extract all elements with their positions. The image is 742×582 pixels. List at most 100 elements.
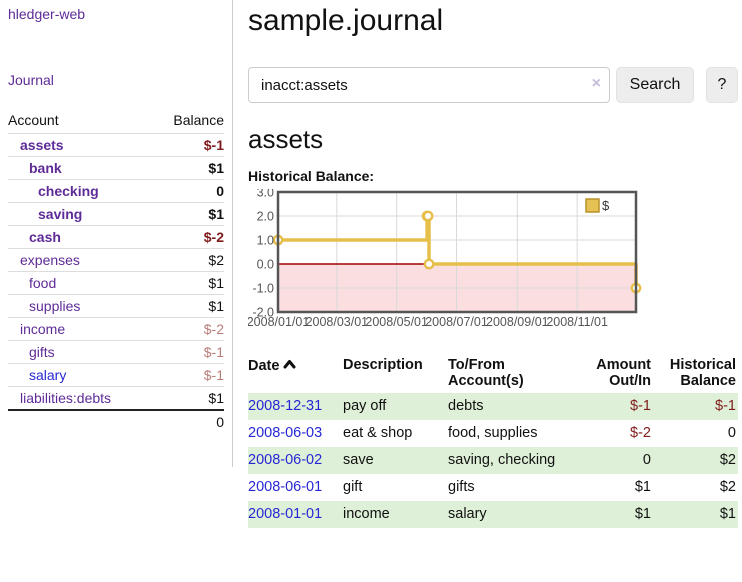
txn-accounts: debts xyxy=(448,398,484,414)
transaction-row[interactable]: 2008-12-31 pay off debts $-1 $-1 xyxy=(248,393,738,420)
txn-date[interactable]: 2008-06-02 xyxy=(248,447,343,474)
txn-balance: 0 xyxy=(727,425,736,441)
txn-balance: $2 xyxy=(719,452,736,468)
txn-header-date[interactable]: Date xyxy=(248,355,343,393)
svg-text:2008/11/01: 2008/11/01 xyxy=(546,315,608,329)
txn-amount: $-2 xyxy=(630,425,651,441)
svg-text:2008/05/01: 2008/05/01 xyxy=(365,315,428,329)
txn-date[interactable]: 2008-06-01 xyxy=(248,474,343,501)
txn-date-link[interactable]: 2008-01-01 xyxy=(248,506,323,522)
account-link-liabilities-debts[interactable]: liabilities:debts xyxy=(20,390,112,406)
svg-text:2.0: 2.0 xyxy=(257,210,274,224)
account-row: income $-2 xyxy=(8,317,224,341)
transaction-row[interactable]: 2008-06-01 gift gifts $1 $2 xyxy=(248,474,738,501)
account-row: salary $-1 xyxy=(8,363,224,387)
search-bar: × Search ? xyxy=(248,67,742,103)
txn-date[interactable]: 2008-06-03 xyxy=(248,420,343,447)
accounts-header-account: Account xyxy=(8,112,59,128)
account-title: assets xyxy=(248,124,324,154)
txn-description: save xyxy=(343,452,374,468)
txn-description: gift xyxy=(343,479,363,495)
txn-date-link[interactable]: 2008-06-01 xyxy=(248,479,323,495)
account-link-food[interactable]: food xyxy=(29,275,57,291)
svg-text:0.0: 0.0 xyxy=(257,258,274,272)
txn-date[interactable]: 2008-01-01 xyxy=(248,501,343,528)
transaction-row[interactable]: 2008-06-02 save saving, checking 0 $2 xyxy=(248,447,738,474)
txn-date-link[interactable]: 2008-06-03 xyxy=(248,425,323,441)
account-link-cash[interactable]: cash xyxy=(29,229,61,245)
transaction-row[interactable]: 2008-01-01 income salary $1 $1 xyxy=(248,501,738,528)
svg-text:2008/01/01: 2008/01/01 xyxy=(248,315,309,329)
txn-balance: $2 xyxy=(719,479,736,495)
account-balance: $-2 xyxy=(152,225,224,249)
account-balance: $-2 xyxy=(152,317,224,341)
txn-accounts: saving, checking xyxy=(448,452,556,468)
txn-amount: $1 xyxy=(634,479,651,495)
account-row: checking 0 xyxy=(8,179,224,203)
account-link-supplies[interactable]: supplies xyxy=(29,298,81,314)
txn-header-balance: Historical Balance xyxy=(669,357,736,389)
account-link-saving[interactable]: saving xyxy=(38,206,83,222)
account-balance: $-1 xyxy=(152,363,224,387)
txn-header-amount: Amount Out/In xyxy=(596,357,651,389)
accounts-total-value: 0 xyxy=(152,409,224,433)
account-link-income[interactable]: income xyxy=(20,321,66,337)
txn-date-link[interactable]: 2008-12-31 xyxy=(248,398,323,414)
page-title: sample.journal xyxy=(248,4,444,37)
chart-title: Historical Balance: xyxy=(248,168,375,184)
account-balance: $1 xyxy=(152,156,224,180)
txn-date[interactable]: 2008-12-31 xyxy=(248,393,343,420)
clear-search-icon[interactable]: × xyxy=(591,75,601,92)
txn-accounts: food, supplies xyxy=(448,425,538,441)
txn-description: pay off xyxy=(343,398,387,414)
account-row: liabilities:debts $1 xyxy=(8,386,224,410)
account-link-assets[interactable]: assets xyxy=(20,137,64,153)
svg-text:-1.0: -1.0 xyxy=(252,282,274,296)
sort-asc-icon xyxy=(283,357,296,373)
txn-date-link[interactable]: 2008-06-02 xyxy=(248,452,323,468)
account-row: saving $1 xyxy=(8,202,224,226)
historical-balance-chart: $3.0 2.0 1.0 0.0 -1.0 -2.0 2008/01/01 2008/03/0… xyxy=(247,186,742,336)
svg-text:$: $ xyxy=(602,198,610,213)
txn-amount: $-1 xyxy=(630,398,651,414)
txn-description: eat & shop xyxy=(343,425,413,441)
account-balance: $2 xyxy=(152,248,224,272)
account-link-salary[interactable]: salary xyxy=(29,367,67,383)
account-link-checking[interactable]: checking xyxy=(38,183,99,199)
sidebar: hledger-web Journal Account Balance asse… xyxy=(0,0,233,467)
accounts-table: Account Balance assets $-1 bank $1 checking 0… xyxy=(8,109,224,433)
brand-link[interactable]: hledger-web xyxy=(8,6,86,22)
account-link-expenses[interactable]: expenses xyxy=(20,252,80,268)
txn-accounts: gifts xyxy=(448,479,475,495)
svg-text:2008/09/01: 2008/09/01 xyxy=(486,315,549,329)
nav-journal-link[interactable]: Journal xyxy=(8,72,54,88)
account-link-bank[interactable]: bank xyxy=(29,160,62,176)
help-button[interactable]: ? xyxy=(706,67,738,103)
account-row: cash $-2 xyxy=(8,225,224,249)
account-balance: $1 xyxy=(152,271,224,295)
svg-text:2008/07/01: 2008/07/01 xyxy=(425,315,488,329)
accounts-total-row: 0 xyxy=(8,409,224,433)
svg-text:1.0: 1.0 xyxy=(257,234,274,248)
txn-amount: 0 xyxy=(642,452,651,468)
account-row: supplies $1 xyxy=(8,294,224,318)
transaction-row[interactable]: 2008-06-03 eat & shop food, supplies $-2 0 xyxy=(248,420,738,447)
txn-amount: $1 xyxy=(634,506,651,522)
txn-accounts: salary xyxy=(448,506,487,522)
account-row: gifts $-1 xyxy=(8,340,224,364)
main-content: sample.journal × Search ? assets Histori… xyxy=(247,0,742,528)
txn-header-account: To/From Account(s) xyxy=(448,357,524,389)
svg-text:-2.0: -2.0 xyxy=(252,306,274,320)
search-button[interactable]: Search xyxy=(616,67,694,103)
txn-header-description: Description xyxy=(343,357,423,373)
account-balance: $1 xyxy=(152,386,224,410)
account-row: bank $1 xyxy=(8,156,224,180)
account-balance: 0 xyxy=(152,179,224,203)
transactions-table: Date Description To/From Account(s) Amou… xyxy=(248,355,738,528)
account-link-gifts[interactable]: gifts xyxy=(29,344,55,360)
txn-description: income xyxy=(343,506,390,522)
accounts-header-balance: Balance xyxy=(173,112,224,128)
chart-svg: $3.0 2.0 1.0 0.0 -1.0 -2.02008/01/012008/03/0… xyxy=(247,186,642,329)
search-input[interactable] xyxy=(248,67,610,103)
